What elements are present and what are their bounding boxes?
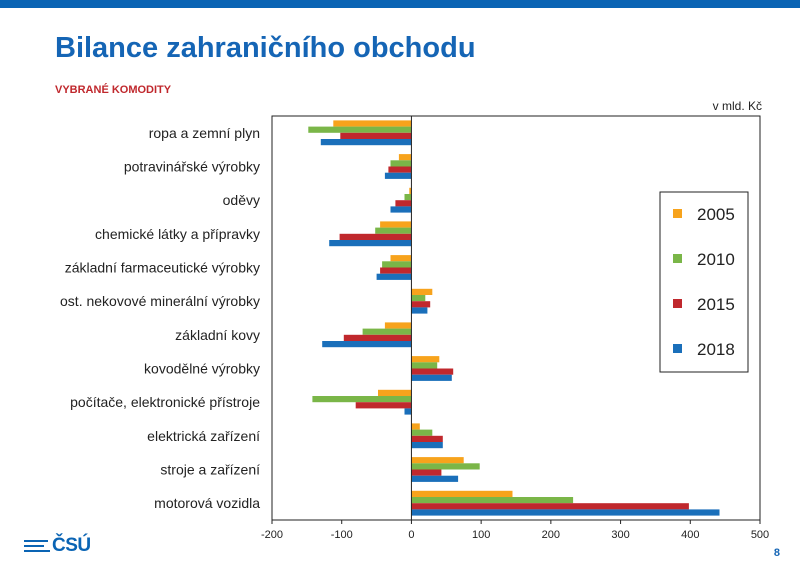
bar-2010-7 xyxy=(362,328,412,335)
bar-2010-3 xyxy=(404,194,412,201)
legend-swatch-2010 xyxy=(673,254,682,263)
bar-2015-3 xyxy=(395,200,412,207)
x-tick-label: 200 xyxy=(542,529,560,541)
category-label: ropa a zemní plyn xyxy=(149,125,260,141)
x-tick-label: 300 xyxy=(611,529,629,541)
bar-2018-10 xyxy=(411,442,443,449)
bar-2005-4 xyxy=(380,221,412,228)
legend-label-2005: 2005 xyxy=(697,205,735,224)
category-label: chemické látky a přípravky xyxy=(95,226,260,242)
bar-2018-12 xyxy=(411,509,720,516)
bar-2010-2 xyxy=(390,160,412,167)
bar-2010-11 xyxy=(411,463,480,470)
bar-2005-8 xyxy=(411,356,440,363)
bar-2018-5 xyxy=(376,273,412,280)
bar-2005-5 xyxy=(390,255,412,262)
unit-label: v mld. Kč xyxy=(713,99,762,113)
legend-box xyxy=(659,191,749,373)
x-tick-label: 400 xyxy=(681,529,699,541)
bar-2010-9 xyxy=(312,396,412,403)
bar-2018-4 xyxy=(329,240,412,247)
bar-2018-2 xyxy=(384,172,412,179)
bar-2018-7 xyxy=(322,341,412,348)
bar-2015-1 xyxy=(340,132,412,139)
category-label: ost. nekovové minerální výrobky xyxy=(60,293,260,309)
legend-label-2010: 2010 xyxy=(697,250,735,269)
x-tick-label: 100 xyxy=(472,529,490,541)
legend: 2005 2010 2015 2018 xyxy=(659,191,749,373)
x-tick-label: 500 xyxy=(751,529,769,541)
bar-2015-7 xyxy=(343,334,412,341)
chart-bars xyxy=(308,120,720,516)
x-tick-label: -200 xyxy=(261,529,283,541)
legend-label-2018: 2018 xyxy=(697,340,735,359)
bar-2010-12 xyxy=(411,497,574,504)
page-title: Bilance zahraničního obchodu xyxy=(55,32,476,64)
bar-2015-11 xyxy=(411,469,442,476)
category-label: základní kovy xyxy=(175,327,260,343)
bar-2018-6 xyxy=(411,307,428,314)
x-axis-ticks: -200 -100 0 100 200 300 400 500 xyxy=(261,520,769,541)
bar-2018-8 xyxy=(411,374,452,381)
top-accent-bar xyxy=(0,0,800,8)
bar-2018-1 xyxy=(320,139,412,146)
bar-2010-5 xyxy=(382,261,412,268)
bar-2005-12 xyxy=(411,490,513,497)
category-label: kovodělné výrobky xyxy=(144,361,260,377)
category-label: oděvy xyxy=(223,192,260,208)
x-tick-label: -100 xyxy=(331,529,353,541)
bar-2015-9 xyxy=(355,402,412,409)
bar-2005-10 xyxy=(411,423,420,430)
bar-2015-4 xyxy=(339,233,412,240)
logo-lines-icon xyxy=(24,539,52,555)
bar-2015-6 xyxy=(411,301,431,308)
bar-2015-12 xyxy=(411,503,689,510)
bar-2015-8 xyxy=(411,368,454,375)
category-label: počítače, elektronické přístroje xyxy=(70,394,260,410)
x-tick-label: 0 xyxy=(408,529,414,541)
category-label: elektrická zařízení xyxy=(147,428,260,444)
bar-2015-5 xyxy=(380,267,412,274)
legend-swatch-2015 xyxy=(673,299,682,308)
category-label: motorová vozidla xyxy=(154,495,260,511)
legend-label-2015: 2015 xyxy=(697,295,735,314)
legend-swatch-2005 xyxy=(673,209,682,218)
legend-swatch-2018 xyxy=(673,344,682,353)
bar-2010-1 xyxy=(308,126,412,133)
page-number: 8 xyxy=(773,547,780,559)
bar-2005-2 xyxy=(398,154,412,161)
category-label: stroje a zařízení xyxy=(160,462,260,478)
bar-2005-6 xyxy=(411,288,433,295)
bar-2018-3 xyxy=(390,206,412,213)
bar-2018-9 xyxy=(404,408,412,415)
bar-2005-9 xyxy=(378,389,412,396)
bar-2005-3 xyxy=(409,187,412,194)
category-label: základní farmaceutické výrobky xyxy=(65,260,260,276)
bar-2010-4 xyxy=(375,227,412,234)
bar-2005-1 xyxy=(333,120,412,127)
bar-2015-10 xyxy=(411,435,443,442)
page-subtitle: VYBRANÉ KOMODITY xyxy=(55,84,172,96)
bar-2010-6 xyxy=(411,295,426,302)
bar-2018-11 xyxy=(411,475,459,482)
bar-2005-11 xyxy=(411,457,464,464)
bar-2015-2 xyxy=(388,166,412,173)
logo-text: ČSÚ xyxy=(52,535,91,556)
bar-2010-8 xyxy=(411,362,438,369)
category-label: potravinářské výrobky xyxy=(124,159,260,175)
bar-2010-10 xyxy=(411,429,433,436)
category-labels: ropa a zemní plyn potravinářské výrobky od… xyxy=(60,125,260,511)
plot-frame xyxy=(271,115,761,521)
bar-2005-7 xyxy=(384,322,412,329)
